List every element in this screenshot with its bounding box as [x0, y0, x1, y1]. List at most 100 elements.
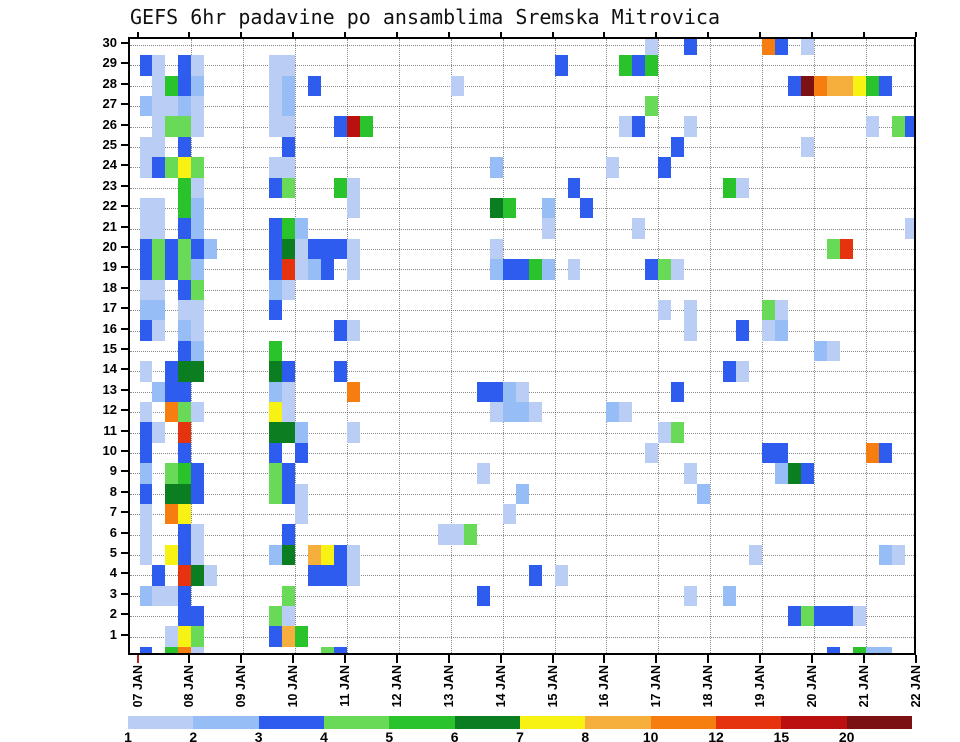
y-axis-label: 10: [102, 443, 117, 458]
x-axis-tick: [240, 655, 243, 663]
y-axis-tick: [121, 633, 128, 636]
heatmap-cell: [295, 504, 309, 525]
heatmap-cell: [658, 422, 672, 443]
x-axis-date-label: 08 JAN: [182, 665, 197, 708]
x-axis-tick: [810, 655, 813, 663]
heatmap-cell: [269, 483, 283, 504]
heatmap-cell: [347, 565, 360, 586]
heatmap-cell: [139, 442, 153, 464]
heatmap-cell: [541, 259, 555, 280]
y-axis-label: 13: [102, 381, 117, 397]
heatmap-cell: [165, 96, 179, 117]
gridline-horizontal: [130, 85, 914, 87]
heatmap-cell: [139, 157, 153, 178]
heatmap-cell: [191, 524, 205, 545]
heatmap-cell: [152, 55, 166, 76]
gridline-horizontal: [130, 228, 914, 230]
heatmap-cell: [775, 463, 788, 484]
heatmap-cell: [165, 483, 179, 504]
gridline-vertical: [762, 39, 764, 653]
gridline-vertical: [347, 39, 349, 653]
gridline-horizontal: [130, 208, 914, 210]
gridline-horizontal: [130, 473, 914, 475]
heatmap-cell: [178, 300, 192, 321]
y-axis-tick: [121, 286, 128, 289]
heatmap-cell: [347, 381, 360, 402]
colorbar-tick-label: 10: [642, 729, 659, 742]
x-axis-tick: [447, 655, 450, 663]
heatmap-cell: [282, 402, 296, 423]
heatmap-cell: [282, 279, 296, 300]
heatmap-cell: [800, 463, 814, 484]
heatmap-cell: [269, 116, 283, 137]
heatmap-cell: [645, 442, 659, 464]
heatmap-cell: [697, 483, 711, 504]
heatmap-cell: [191, 75, 205, 96]
x-axis-top-tick: [862, 32, 865, 37]
heatmap-cell: [736, 320, 750, 341]
heatmap-cell: [282, 259, 296, 280]
y-axis-label: 11: [103, 422, 117, 438]
colorbar-tick-label: 2: [189, 729, 198, 742]
heatmap-cell: [334, 361, 348, 382]
heatmap-cell: [282, 524, 296, 545]
heatmap-cell: [334, 565, 348, 586]
gridline-horizontal: [130, 45, 914, 46]
x-axis-date-label: 14 JAN: [493, 665, 508, 708]
chart-title: GEFS 6hr padavine po ansamblima Sremska …: [130, 5, 721, 29]
heatmap-cell: [476, 381, 490, 402]
heatmap-cell: [762, 300, 776, 321]
heatmap-cell: [788, 463, 801, 484]
heatmap-cell: [165, 544, 179, 566]
gridline-horizontal: [130, 595, 914, 597]
heatmap-cell: [165, 75, 179, 96]
heatmap-cell: [865, 75, 879, 96]
heatmap-cell: [295, 259, 309, 280]
heatmap-cell: [178, 157, 192, 178]
heatmap-cell: [269, 177, 283, 198]
gridline-horizontal: [130, 534, 914, 536]
heatmap-cell: [671, 422, 685, 443]
heatmap-cell: [865, 116, 879, 137]
y-axis-label: 17: [102, 300, 117, 316]
heatmap-cell: [269, 626, 283, 647]
heatmap-cell: [191, 606, 205, 627]
y-axis-label: 7: [109, 504, 117, 520]
y-axis-label: 14: [102, 361, 117, 377]
y-axis-tick: [121, 205, 128, 208]
heatmap-cell: [334, 238, 348, 260]
heatmap-cell: [489, 259, 503, 280]
heatmap-cell: [178, 483, 192, 504]
heatmap-cell: [269, 75, 283, 96]
heatmap-cell: [269, 606, 283, 627]
heatmap-cell: [178, 259, 192, 280]
gridline-vertical: [295, 39, 297, 653]
heatmap-cell: [269, 218, 283, 239]
heatmap-cell: [152, 96, 166, 117]
y-axis-label: 8: [109, 483, 117, 499]
heatmap-cell: [152, 381, 166, 402]
heatmap-cell: [178, 565, 192, 586]
colorbar-segment: [128, 716, 194, 729]
heatmap-cell: [541, 218, 555, 239]
heatmap-cell: [762, 320, 776, 341]
heatmap-cell: [528, 259, 542, 280]
heatmap-cell: [826, 606, 840, 627]
x-axis-top-tick: [136, 32, 139, 37]
heatmap-cell: [515, 402, 529, 423]
colorbar-tick-label: 20: [838, 729, 855, 742]
gridline-vertical: [606, 39, 608, 653]
heatmap-cell: [139, 422, 153, 443]
heatmap-cell: [813, 75, 827, 96]
heatmap-cell: [191, 116, 205, 137]
x-axis-tick: [292, 655, 295, 663]
y-axis-tick: [121, 572, 128, 575]
gridline-horizontal: [130, 65, 914, 67]
heatmap-cell: [152, 238, 166, 260]
heatmap-cell: [800, 136, 814, 158]
heatmap-cell: [139, 279, 153, 300]
gridline-horizontal: [130, 249, 914, 250]
heatmap-cell: [671, 136, 685, 158]
x-axis-top-tick: [603, 32, 606, 37]
heatmap-cell: [139, 136, 153, 158]
